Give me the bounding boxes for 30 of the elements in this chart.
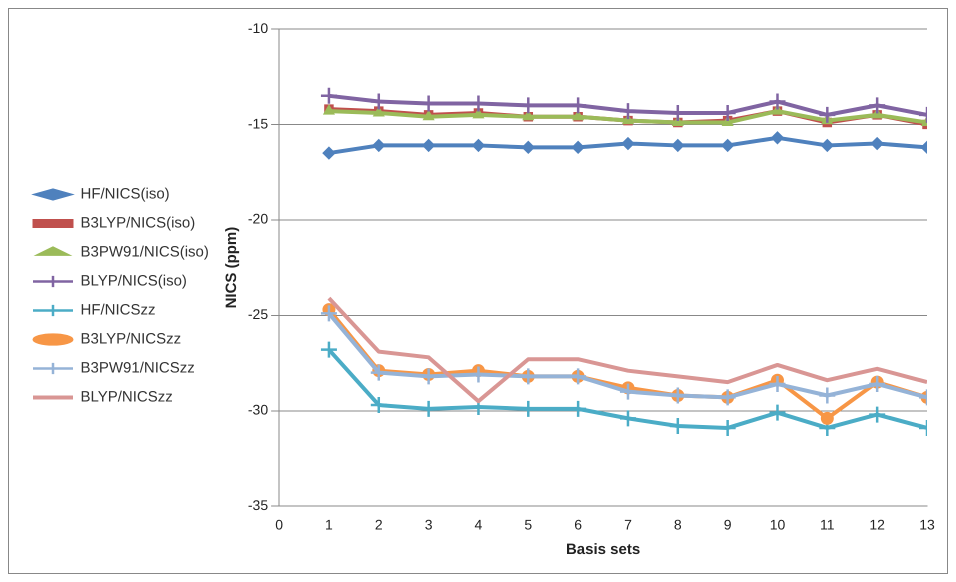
x-tick-label: 10 [770, 516, 786, 532]
x-tick-label: 2 [374, 516, 383, 532]
x-tick-label: 5 [524, 516, 532, 532]
x-tick-label: 11 [820, 516, 835, 532]
y-axis-title: NICS (ppm) [223, 226, 240, 308]
y-tick-label: -35 [248, 497, 268, 514]
x-tick-label: 12 [869, 516, 886, 532]
legend-label: BLYP/NICSzz [80, 388, 173, 406]
legend-label: HF/NICS(iso) [80, 186, 170, 203]
x-tick-label: 3 [424, 516, 433, 532]
y-tick-label: -30 [248, 402, 268, 418]
legend-label: B3LYP/NICS(iso) [80, 214, 196, 232]
x-tick-label: 13 [919, 516, 935, 532]
legend-label: HF/NICSzz [80, 302, 156, 319]
y-tick-label: -20 [248, 210, 268, 227]
x-tick-label: 4 [474, 516, 483, 532]
x-axis-title: Basis sets [566, 541, 640, 558]
legend-label: B3PW91/NICS(iso) [80, 244, 209, 261]
y-tick-label: -10 [248, 20, 268, 36]
y-tick-label: -15 [248, 115, 268, 132]
x-tick-label: 8 [674, 516, 682, 532]
legend-label: B3LYP/NICSzz [80, 330, 182, 348]
x-tick-label: 9 [724, 516, 732, 532]
x-tick-label: 6 [574, 516, 582, 532]
x-tick-label: 0 [275, 516, 284, 532]
x-tick-label: 7 [624, 516, 632, 532]
x-tick-label: 1 [325, 516, 334, 532]
y-tick-label: -25 [248, 306, 268, 322]
legend-label: B3PW91/NICSzz [80, 360, 195, 377]
legend-label: BLYP/NICS(iso) [80, 272, 187, 290]
